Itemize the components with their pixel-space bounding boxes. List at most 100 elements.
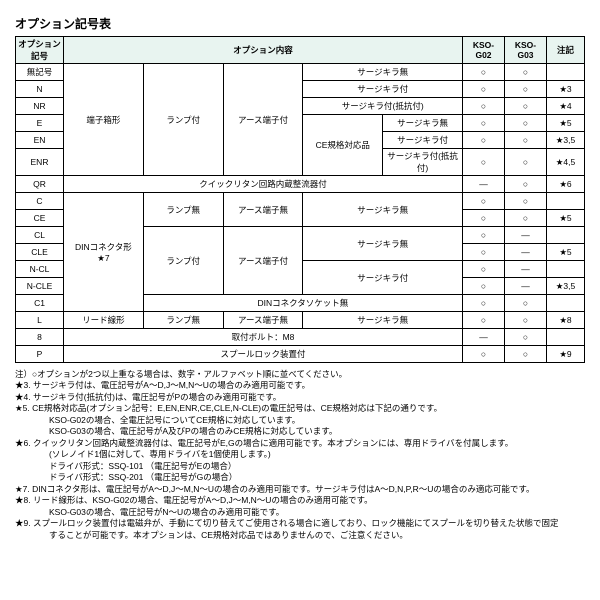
- note: ★4,5: [547, 149, 585, 176]
- g02: ○: [463, 193, 505, 210]
- g02: ○: [463, 346, 505, 363]
- cell: サージキラ付(抵抗付): [303, 98, 463, 115]
- g03: ○: [505, 98, 547, 115]
- hdr-note: 注記: [547, 37, 585, 64]
- g03: ○: [505, 329, 547, 346]
- g02: ○: [463, 278, 505, 295]
- cell: サージキラ無: [303, 312, 463, 329]
- note-6b: ドライバ形式：SSQ-101 （電圧記号がEの場合）: [15, 461, 585, 472]
- g03: ○: [505, 346, 547, 363]
- code-cell: N: [16, 81, 64, 98]
- cell: サージキラ付: [303, 81, 463, 98]
- g02: ○: [463, 115, 505, 132]
- g02: ―: [463, 176, 505, 193]
- cell: ランプ無: [143, 312, 223, 329]
- note-intro: 注）○オプションが2つ以上重なる場合は、数字・アルファベット順に並べてください。: [15, 369, 585, 380]
- g03: ○: [505, 149, 547, 176]
- code-cell: CL: [16, 227, 64, 244]
- note: [547, 329, 585, 346]
- note-6a: (ソレノイド1個に対して、専用ドライバを1個使用します。): [15, 449, 585, 460]
- code-cell: EN: [16, 132, 64, 149]
- hdr-g02: KSO-G02: [463, 37, 505, 64]
- note-9a: することが可能です。本オプションは、CE規格対応品ではありませんので、ご注意くだ…: [15, 530, 585, 541]
- cell: DINコネクタソケット無: [143, 295, 462, 312]
- code-cell: NR: [16, 98, 64, 115]
- code-cell: CLE: [16, 244, 64, 261]
- note: [547, 64, 585, 81]
- cell: サージキラ無: [303, 227, 463, 261]
- g03: ○: [505, 210, 547, 227]
- code-cell: C1: [16, 295, 64, 312]
- cell: CE規格対応品: [303, 115, 383, 176]
- code-cell: 8: [16, 329, 64, 346]
- group-lamp-on2: ランプ付: [143, 227, 223, 295]
- note: ★3: [547, 81, 585, 98]
- g03: ○: [505, 115, 547, 132]
- note-7: ★7. DINコネクタ形は、電圧記号がA～D,J～M,N～Uの場合のみ適用可能で…: [15, 484, 585, 495]
- note-5: ★5. CE規格対応品(オプション記号：E,EN,ENR,CE,CLE,N-CL…: [15, 403, 585, 414]
- group-din: DINコネクタ形 ★7: [64, 193, 144, 312]
- group-earth-off: アース端子無: [223, 193, 303, 227]
- cell: サージキラ無: [303, 64, 463, 81]
- g03: ―: [505, 244, 547, 261]
- code-cell: N-CLE: [16, 278, 64, 295]
- note-6: ★6. クイックリタン回路内蔵整流器付は、電圧記号がE,Gの場合に適用可能です。…: [15, 438, 585, 449]
- hdr-code: オプション記号: [16, 37, 64, 64]
- cell: 取付ボルト：M8: [64, 329, 463, 346]
- g02: ○: [463, 64, 505, 81]
- group-lamp-on: ランプ付: [143, 64, 223, 176]
- g03: ○: [505, 176, 547, 193]
- group-terminal: 端子箱形: [64, 64, 144, 176]
- g02: ○: [463, 210, 505, 227]
- note: [547, 261, 585, 278]
- note-9: ★9. スプールロック装置付は電磁弁が、手動にて切り替えてご使用される場合に適し…: [15, 518, 585, 529]
- table-title: オプション記号表: [15, 15, 585, 32]
- g03: ○: [505, 295, 547, 312]
- note: ★6: [547, 176, 585, 193]
- g02: ○: [463, 295, 505, 312]
- cell: サージキラ無: [303, 193, 463, 227]
- g03: ○: [505, 193, 547, 210]
- note: ★5: [547, 244, 585, 261]
- code-cell: L: [16, 312, 64, 329]
- note: ★4: [547, 98, 585, 115]
- code-cell: E: [16, 115, 64, 132]
- cell: アース端子無: [223, 312, 303, 329]
- note-4: ★4. サージキラ付(抵抗付)は、電圧記号がPの場合のみ適用可能です。: [15, 392, 585, 403]
- note-5b: KSO-G03の場合、電圧記号がA及びPの場合のみCE規格に対応しています。: [15, 426, 585, 437]
- g02: ○: [463, 132, 505, 149]
- cell: サージキラ無: [383, 115, 463, 132]
- note: ★3,5: [547, 278, 585, 295]
- code-cell: C: [16, 193, 64, 210]
- note: [547, 227, 585, 244]
- note: ★3,5: [547, 132, 585, 149]
- group-earth-on2: アース端子付: [223, 227, 303, 295]
- g02: ○: [463, 312, 505, 329]
- g03: ―: [505, 261, 547, 278]
- g02: ○: [463, 227, 505, 244]
- note-3: ★3. サージキラ付は、電圧記号がA～D,J～M,N～Uの場合のみ適用可能です。: [15, 380, 585, 391]
- cell: リード線形: [64, 312, 144, 329]
- group-earth-on: アース端子付: [223, 64, 303, 176]
- notes-section: 注）○オプションが2つ以上重なる場合は、数字・アルファベット順に並べてください。…: [15, 369, 585, 541]
- note-8a: KSO-G03の場合、電圧記号がN～Uの場合のみ適用可能です。: [15, 507, 585, 518]
- cell: クイックリタン回路内蔵整流器付: [64, 176, 463, 193]
- cell: サージキラ付(抵抗付): [383, 149, 463, 176]
- note-6c: ドライバ形式：SSQ-201 （電圧記号がGの場合）: [15, 472, 585, 483]
- note: ★5: [547, 210, 585, 227]
- g02: ○: [463, 81, 505, 98]
- g03: ○: [505, 132, 547, 149]
- g03: ○: [505, 81, 547, 98]
- g02: ○: [463, 149, 505, 176]
- code-cell: P: [16, 346, 64, 363]
- code-cell: N-CL: [16, 261, 64, 278]
- note: [547, 295, 585, 312]
- g02: ○: [463, 244, 505, 261]
- code-cell: QR: [16, 176, 64, 193]
- option-table: オプション記号 オプション内容 KSO-G02 KSO-G03 注記 無記号 端…: [15, 36, 585, 363]
- hdr-g03: KSO-G03: [505, 37, 547, 64]
- g02: ―: [463, 329, 505, 346]
- g02: ○: [463, 98, 505, 115]
- g03: ―: [505, 227, 547, 244]
- cell: サージキラ付: [383, 132, 463, 149]
